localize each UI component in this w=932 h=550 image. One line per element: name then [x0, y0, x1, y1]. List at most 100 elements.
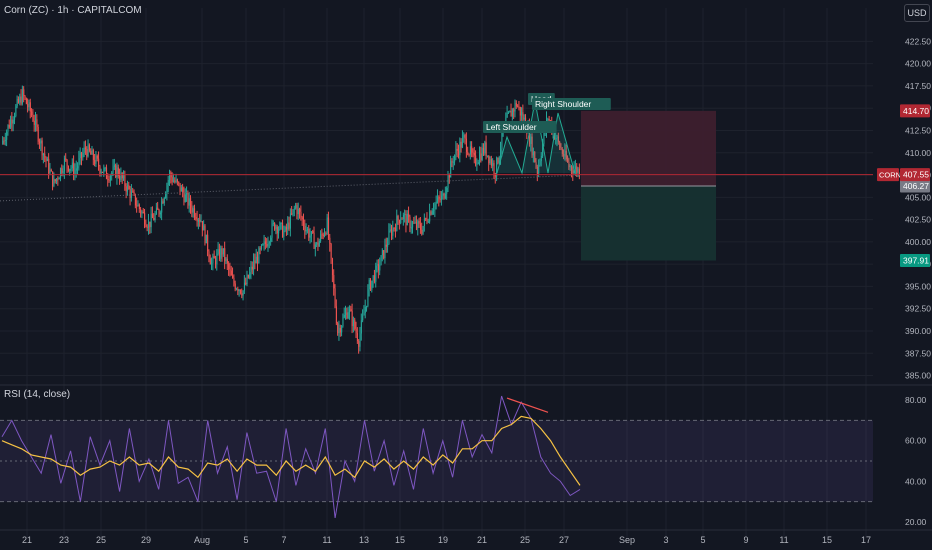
- candle-body: [421, 229, 423, 234]
- candle-body: [142, 211, 144, 213]
- candle-body: [4, 139, 6, 141]
- candle-body: [199, 219, 201, 222]
- candle-body: [205, 234, 207, 244]
- candle-series: [2, 85, 580, 354]
- candle-body: [203, 225, 205, 231]
- currency-button[interactable]: USD: [904, 4, 930, 22]
- candle-body: [450, 161, 452, 178]
- y-tick-label: 422.50: [905, 36, 931, 46]
- candle-body: [396, 216, 398, 232]
- candle-body: [161, 201, 163, 213]
- candle-body: [329, 237, 331, 244]
- candle-body: [137, 204, 139, 207]
- candle-body: [490, 159, 492, 166]
- candle-body: [18, 99, 20, 103]
- candle-body: [451, 161, 453, 163]
- candle-body: [305, 229, 307, 232]
- candle-body: [577, 168, 579, 173]
- candle-body: [57, 178, 59, 180]
- candle-body: [568, 161, 570, 167]
- candle-body: [141, 211, 143, 214]
- candle-body: [437, 197, 439, 202]
- candle-body: [362, 315, 364, 321]
- candle-body: [254, 260, 256, 264]
- candle-body: [489, 159, 491, 164]
- candle-body: [78, 158, 80, 167]
- candle-body: [113, 165, 115, 167]
- candle-body: [355, 328, 357, 334]
- candle-body: [460, 141, 462, 148]
- candle-body: [514, 103, 516, 112]
- candle-body: [283, 230, 285, 237]
- candle-body: [353, 319, 355, 327]
- candle-body: [297, 208, 299, 215]
- candle-body: [25, 98, 27, 104]
- candle-body: [108, 179, 110, 181]
- candle-body: [393, 227, 395, 229]
- candle-body: [535, 162, 537, 167]
- candle-body: [85, 147, 87, 150]
- candle-body: [479, 153, 481, 163]
- candle-body: [87, 144, 89, 157]
- candle-body: [483, 147, 485, 154]
- candle-body: [560, 147, 562, 150]
- candle-body: [154, 213, 156, 221]
- candle-body: [307, 228, 309, 230]
- candle-body: [438, 197, 440, 199]
- candle-body: [509, 110, 511, 113]
- candle-body: [304, 225, 306, 232]
- candle-body: [146, 226, 148, 228]
- candle-body: [10, 119, 12, 128]
- candle-body: [447, 174, 449, 188]
- candle-body: [372, 275, 374, 281]
- candle-body: [219, 249, 221, 259]
- candle-body: [364, 307, 366, 314]
- candle-body: [367, 289, 369, 306]
- candle-body: [397, 216, 399, 221]
- candle-body: [165, 193, 167, 198]
- candle-body: [54, 179, 56, 182]
- candle-body: [155, 207, 157, 214]
- symbol-title: Corn (ZC) · 1h · CAPITALCOM: [4, 5, 142, 16]
- candle-body: [324, 233, 326, 237]
- candle-body: [337, 323, 339, 334]
- candle-body: [99, 166, 101, 173]
- candle-body: [12, 119, 14, 124]
- candle-body: [468, 154, 470, 156]
- candle-body: [395, 228, 397, 232]
- candle-body: [467, 151, 469, 155]
- candle-body: [312, 231, 314, 233]
- candle-body: [399, 220, 401, 223]
- candle-body: [144, 212, 146, 225]
- candle-body: [534, 151, 536, 163]
- candle-body: [371, 280, 373, 290]
- rsi-series: [0, 395, 873, 518]
- candle-body: [363, 313, 365, 316]
- candle-body: [229, 269, 231, 271]
- candle-body: [341, 326, 343, 333]
- candle-body: [159, 212, 161, 215]
- candle-body: [492, 163, 494, 166]
- candle-body: [157, 207, 159, 210]
- candle-body: [53, 179, 55, 187]
- candle-body: [548, 119, 550, 121]
- candle-body: [163, 197, 165, 204]
- candle-body: [452, 161, 454, 163]
- candle-body: [44, 153, 46, 158]
- candle-body: [169, 172, 171, 181]
- x-tick-label: 21: [477, 535, 487, 545]
- candle-body: [123, 175, 125, 179]
- candle-body: [469, 146, 471, 155]
- x-tick-label: 9: [743, 535, 748, 545]
- candle-body: [359, 333, 361, 347]
- candle-body: [15, 106, 17, 116]
- candle-body: [564, 150, 566, 157]
- candle-body: [287, 222, 289, 230]
- candle-body: [477, 162, 479, 164]
- candle-body: [27, 103, 29, 108]
- candle-body: [358, 341, 360, 347]
- rsi-y-tick-label: 20.00: [905, 517, 927, 527]
- x-tick-label: 3: [663, 535, 668, 545]
- candle-body: [293, 208, 295, 210]
